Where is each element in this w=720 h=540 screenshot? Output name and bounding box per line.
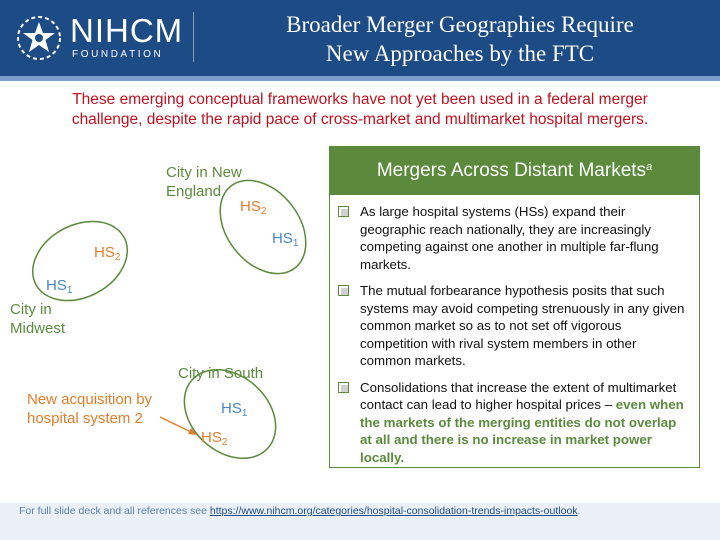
bullet-item: Consolidations that increase the extent … <box>330 379 699 467</box>
acquisition-arrow <box>159 416 194 434</box>
city-south-label: City in South <box>178 365 264 382</box>
hs2-south: HS2 <box>201 429 228 448</box>
new-acquisition-label: New acquisition by hospital system 2 <box>27 391 153 427</box>
hs2-new-england: HS2 <box>240 198 267 217</box>
acquisition-arrowhead <box>188 428 197 435</box>
south-market-ellipse <box>183 368 277 460</box>
nihcm-logo: NIHCM FOUNDATION <box>16 13 196 63</box>
hs1-new-england: HS1 <box>272 230 299 249</box>
panel-title: Mergers Across Distant Marketsa <box>330 147 699 195</box>
logo-foundation: FOUNDATION <box>72 49 164 60</box>
logo-divider <box>193 12 194 62</box>
hs1-midwest: HS1 <box>46 277 73 296</box>
slide-title: Broader Merger Geographies Require New A… <box>210 10 710 68</box>
checkbox-bullet-icon <box>338 206 349 217</box>
title-line-2: New Approaches by the FTC <box>325 41 595 66</box>
panel-bullets: As large hospital systems (HSs) expand t… <box>330 203 699 475</box>
hs2-midwest: HS2 <box>94 244 121 263</box>
emphasis-text: even when the markets of the merging ent… <box>360 397 684 465</box>
city-new-england-label: City in New England <box>166 164 242 200</box>
midwest-market-ellipse <box>31 220 129 302</box>
checkbox-bullet-icon <box>338 285 349 296</box>
new-england-market-ellipse <box>219 179 307 275</box>
mergers-panel: Mergers Across Distant Marketsa As large… <box>329 146 700 468</box>
bullet-item: The mutual forbearance hypothesis posits… <box>330 282 699 370</box>
star-logo-icon <box>17 16 61 60</box>
footer-note: For full slide deck and all references s… <box>19 505 581 517</box>
references-link[interactable]: https://www.nihcm.org/categories/hospita… <box>209 505 578 517</box>
city-midwest-label: City in Midwest <box>10 301 66 337</box>
market-diagram <box>31 179 307 460</box>
subtitle: These emerging conceptual frameworks hav… <box>71 91 649 128</box>
header-stripe <box>0 76 720 81</box>
header-bar <box>0 0 720 76</box>
checkbox-bullet-icon <box>338 381 349 393</box>
bullet-item: As large hospital systems (HSs) expand t… <box>330 203 699 273</box>
title-line-1: Broader Merger Geographies Require <box>286 12 634 37</box>
footer-bar <box>0 503 720 540</box>
logo-name: NIHCM <box>70 12 184 49</box>
hs1-south: HS1 <box>221 400 248 419</box>
